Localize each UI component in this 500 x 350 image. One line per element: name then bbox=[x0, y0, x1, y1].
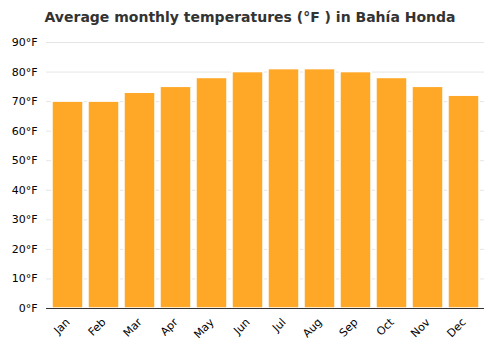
svg-text:Mar: Mar bbox=[121, 315, 145, 339]
svg-text:Sep: Sep bbox=[337, 316, 361, 340]
svg-text:Aug: Aug bbox=[300, 316, 324, 340]
svg-text:30°F: 30°F bbox=[12, 213, 38, 226]
svg-text:Apr: Apr bbox=[158, 315, 181, 338]
svg-text:90°F: 90°F bbox=[12, 36, 38, 49]
svg-text:50°F: 50°F bbox=[12, 154, 38, 167]
svg-text:Jan: Jan bbox=[51, 316, 73, 338]
svg-text:0°F: 0°F bbox=[19, 302, 38, 315]
svg-text:Dec: Dec bbox=[444, 316, 468, 340]
svg-text:Nov: Nov bbox=[408, 315, 433, 340]
svg-text:80°F: 80°F bbox=[12, 66, 38, 79]
svg-text:10°F: 10°F bbox=[12, 272, 38, 285]
svg-text:70°F: 70°F bbox=[12, 95, 38, 108]
svg-text:Oct: Oct bbox=[374, 315, 397, 338]
svg-text:Feb: Feb bbox=[86, 316, 109, 339]
svg-text:Jul: Jul bbox=[269, 316, 288, 335]
svg-text:40°F: 40°F bbox=[12, 184, 38, 197]
svg-text:May: May bbox=[191, 315, 217, 341]
html-text:Average monthly temperatures (: Average monthly temperatures (°F ) in Ba… bbox=[44, 9, 456, 25]
svg-text:Jun: Jun bbox=[231, 316, 253, 338]
svg-text:60°F: 60°F bbox=[12, 125, 38, 138]
svg-text:20°F: 20°F bbox=[12, 243, 38, 256]
